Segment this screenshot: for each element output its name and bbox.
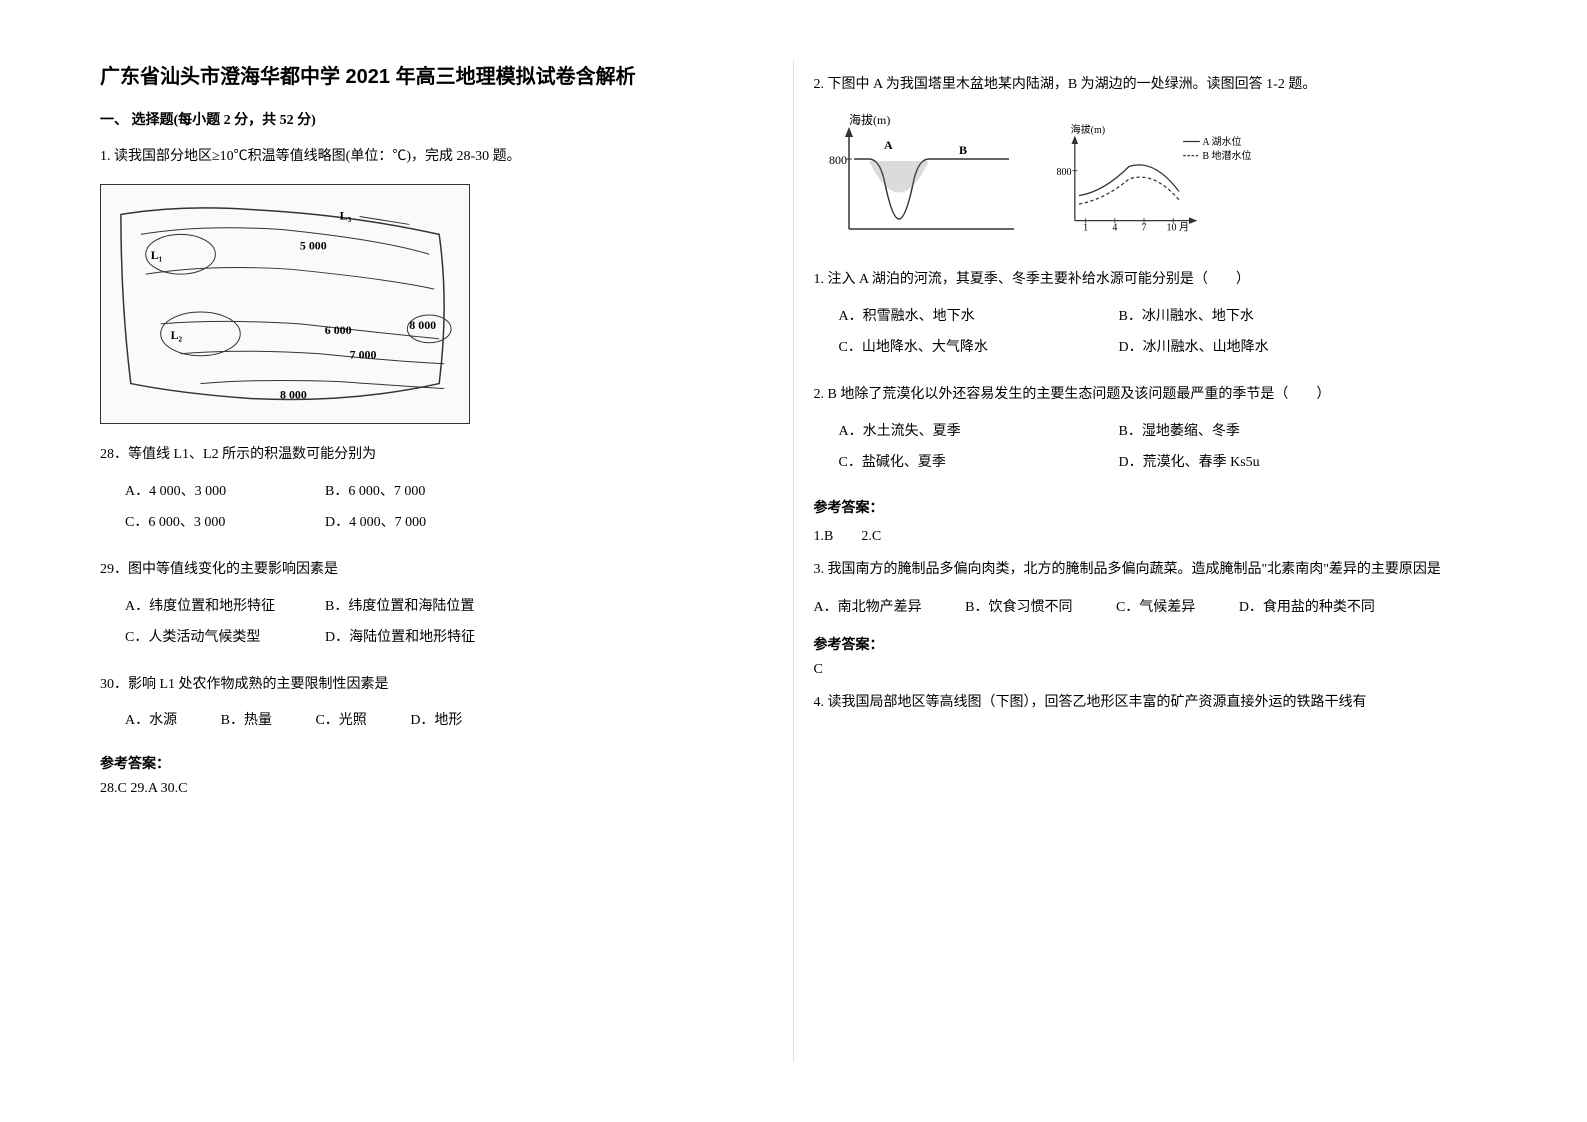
q2-answer: 1.B 2.C	[814, 525, 1488, 545]
chart-left-A: A	[884, 138, 893, 152]
q3-optA: A．南北物产差异	[814, 594, 922, 622]
map-val-8000: 8 000	[280, 388, 307, 402]
q30-optD: D．地形	[410, 707, 462, 735]
q1-sub29: 29．图中等值线变化的主要影响因素是 A．纬度位置和地形特征 B．纬度位置和海陆…	[100, 557, 773, 654]
q4-intro: 4. 读我国局部地区等高线图（下图），回答乙地形区丰富的矿产资源直接外运的铁路干…	[814, 690, 1488, 715]
left-column: 广东省汕头市澄海华都中学 2021 年高三地理模拟试卷含解析 一、 选择题(每小…	[80, 60, 794, 1062]
q28-optB: B．6 000、7 000	[325, 477, 525, 508]
map-val-6000: 6 000	[325, 323, 352, 337]
q2-2-text: 2. B 地除了荒漠化以外还容易发生的主要生态问题及该问题最严重的季节是（ ）	[814, 382, 1488, 407]
q30-optA: A．水源	[125, 707, 177, 735]
q1-sub28: 28．等值线 L1、L2 所示的积温数可能分别为 A．4 000、3 000 B…	[100, 442, 773, 539]
svg-text:1: 1	[1083, 223, 1088, 234]
q3-answer: C	[814, 662, 1488, 678]
q29-optB: B．纬度位置和海陆位置	[325, 592, 525, 623]
q29-optA: A．纬度位置和地形特征	[125, 592, 325, 623]
q1-answer: 28.C 29.A 30.C	[100, 781, 773, 797]
q28-optA: A．4 000、3 000	[125, 477, 325, 508]
q30-text: 30．影响 L1 处农作物成熟的主要限制性因素是	[100, 672, 773, 697]
q2-1-optB: B．冰川融水、地下水	[1119, 302, 1399, 333]
q28-optD: D．4 000、7 000	[325, 508, 525, 539]
q30-optB: B．热量	[221, 707, 272, 735]
q3-answer-label: 参考答案：	[814, 634, 1488, 654]
chart-right-ylabel: 海拔(m)	[1070, 123, 1104, 136]
q28-text: 28．等值线 L1、L2 所示的积温数可能分别为	[100, 442, 773, 467]
q3-optC: C．气候差异	[1116, 594, 1195, 622]
q30-optC: C．光照	[315, 707, 366, 735]
q3-intro: 3. 我国南方的腌制品多偏向肉类，北方的腌制品多偏向蔬菜。造成腌制品"北素南肉"…	[814, 557, 1488, 582]
section-title: 一、 选择题(每小题 2 分，共 52 分)	[100, 109, 773, 129]
q2-intro: 2. 下图中 A 为我国塔里木盆地某内陆湖，B 为湖边的一处绿洲。读图回答 1-…	[814, 72, 1488, 97]
q2-2-optC: C．盐碱化、夏季	[839, 448, 1119, 479]
q2-2-optA: A．水土流失、夏季	[839, 417, 1119, 448]
chart-left: 海拔(m) 800 A B	[824, 109, 1024, 249]
q2-answer-label: 参考答案：	[814, 497, 1488, 517]
legend-A: A 湖水位	[1202, 135, 1241, 148]
map-label-L1: L₁	[151, 248, 163, 262]
page-title: 广东省汕头市澄海华都中学 2021 年高三地理模拟试卷含解析	[100, 60, 773, 89]
svg-text:4: 4	[1112, 223, 1117, 234]
right-column: 2. 下图中 A 为我国塔里木盆地某内陆湖，B 为湖边的一处绿洲。读图回答 1-…	[794, 60, 1508, 1062]
q28-optC: C．6 000、3 000	[125, 508, 325, 539]
q29-optC: C．人类活动气候类型	[125, 623, 325, 654]
q1-answer-label: 参考答案：	[100, 753, 773, 773]
q2-2-optB: B．湿地萎缩、冬季	[1119, 417, 1399, 448]
q29-optD: D．海陆位置和地形特征	[325, 623, 525, 654]
q1-map-image: L₁ L₂ L₃ 5 000 6 000 7 000 8 000 8 000	[100, 184, 470, 424]
q2-1-optC: C．山地降水、大气降水	[839, 333, 1119, 364]
svg-text:10 月: 10 月	[1166, 222, 1189, 234]
q2-1-optD: D．冰川融水、山地降水	[1119, 333, 1399, 364]
map-val-5000: 5 000	[300, 238, 327, 252]
chart-right: 海拔(m) 800 1 4 7 10 月 A 湖水位 B 地潜水位	[1054, 109, 1254, 249]
map-val-7000: 7 000	[350, 348, 377, 362]
q1-intro: 1. 读我国部分地区≥10℃积温等值线略图(单位：℃)，完成 28-30 题。	[100, 144, 773, 169]
q2-sub1: 1. 注入 A 湖泊的河流，其夏季、冬季主要补给水源可能分别是（ ） A．积雪融…	[814, 267, 1488, 364]
svg-text:7: 7	[1141, 223, 1146, 234]
chart-left-ylabel: 海拔(m)	[849, 112, 890, 127]
q2-charts: 海拔(m) 800 A B 海拔(m) 800 1 4 7 10 月	[824, 109, 1488, 249]
q1-sub30: 30．影响 L1 处农作物成熟的主要限制性因素是 A．水源 B．热量 C．光照 …	[100, 672, 773, 735]
q2-sub2: 2. B 地除了荒漠化以外还容易发生的主要生态问题及该问题最严重的季节是（ ） …	[814, 382, 1488, 479]
legend-B: B 地潜水位	[1202, 149, 1251, 162]
chart-right-y800: 800	[1056, 167, 1071, 178]
q29-text: 29．图中等值线变化的主要影响因素是	[100, 557, 773, 582]
q2-2-optD: D．荒漠化、春季 Ks5u	[1119, 448, 1399, 479]
chart-left-B: B	[959, 143, 967, 157]
q2-1-text: 1. 注入 A 湖泊的河流，其夏季、冬季主要补给水源可能分别是（ ）	[814, 267, 1488, 292]
q3-optD: D．食用盐的种类不同	[1239, 594, 1375, 622]
q2-1-optA: A．积雪融水、地下水	[839, 302, 1119, 333]
q3-optB: B．饮食习惯不同	[965, 594, 1072, 622]
chart-left-y800: 800	[829, 153, 847, 167]
map-label-L3: L₃	[340, 209, 352, 223]
map-val-8000b: 8 000	[409, 318, 436, 332]
map-label-L2: L₂	[171, 328, 183, 342]
